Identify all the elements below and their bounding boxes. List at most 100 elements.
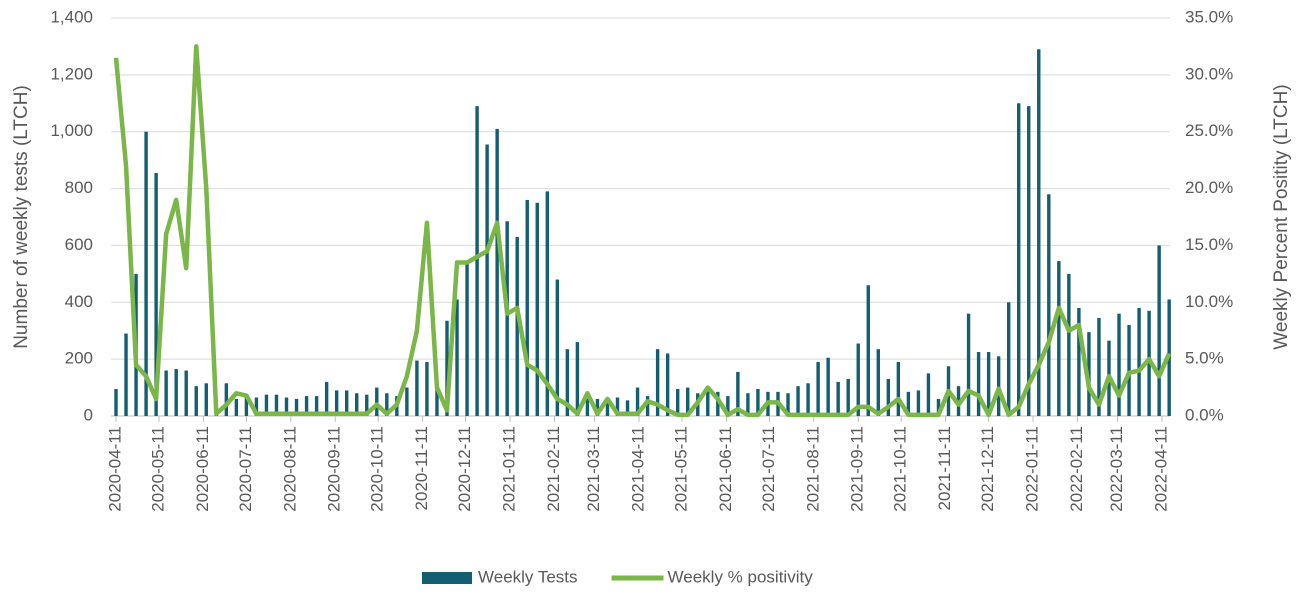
bar [274,394,279,416]
bar [224,383,229,416]
bar [916,390,921,416]
bar [816,361,820,416]
bar [836,381,840,416]
bar [1137,307,1141,416]
bar [144,131,148,416]
bar [535,202,539,416]
bar [635,387,640,416]
bar [645,396,650,416]
bar [204,383,208,416]
bar [856,343,860,416]
bar [1027,106,1031,416]
bar [866,285,870,416]
bar [114,388,118,416]
y2-tick-label: 15.0% [1185,235,1233,254]
y-tick-label: 400 [65,292,93,311]
x-tick-label: 2022-03-11 [1107,426,1126,512]
y2-tick-label: 30.0% [1185,64,1233,83]
bar [736,371,740,416]
bar [886,379,891,416]
y-tick-label: 800 [65,178,93,197]
x-tick-label: 2021-02-11 [544,426,563,512]
legend-label: Weekly % positivity [668,567,814,586]
bar [605,397,610,416]
bar [665,353,670,416]
bar [615,397,620,416]
bar [1047,194,1051,416]
x-tick-label: 2020-05-11 [148,426,167,512]
bar [545,191,549,416]
x-tick-label: 2020-08-11 [280,426,299,512]
y-tick-label: 0 [84,405,93,424]
bar [525,199,529,416]
bar [966,313,971,416]
bar [264,394,269,416]
bar [294,398,299,416]
x-tick-label: 2021-12-11 [978,426,997,512]
x-tick-label: 2020-04-11 [105,426,124,512]
bar [355,393,359,416]
bar [174,369,178,416]
bar [1037,49,1041,417]
bar [124,333,128,416]
y2-tick-label: 25.0% [1185,121,1233,140]
x-tick-label: 2021-07-11 [759,426,778,512]
x-tick-label: 2020-11-11 [412,426,431,510]
bar [906,391,911,416]
x-tick-label: 2020-09-11 [325,426,344,512]
bar [515,236,519,416]
bar [1117,313,1121,416]
bar [455,299,459,416]
x-tick-label: 2021-04-11 [628,426,647,512]
bar [1077,307,1081,416]
bar [726,396,730,416]
y2-tick-label: 10.0% [1185,292,1233,311]
bar [194,386,198,416]
bar [314,396,319,416]
bar [425,361,429,416]
x-tick-label: 2020-06-11 [193,426,212,512]
bar [485,144,489,416]
line [113,44,1172,418]
y2-axis-label: Weekly Percent Positity (LTCH) [1271,84,1292,349]
bar [505,221,509,416]
bar [575,342,580,416]
bar [284,397,289,416]
bar [1057,261,1061,416]
bar [786,393,790,416]
y-axis-label: Number of weekly tests (LTCH) [11,85,32,349]
bar [465,262,469,416]
bar [1157,245,1161,416]
bar [495,128,499,416]
x-tick-label: 2021-08-11 [803,426,822,512]
bar [796,386,800,416]
bar [385,393,389,416]
x-tick-label: 2021-01-11 [500,426,519,512]
bar [585,396,590,416]
bar [1097,317,1101,416]
y-tick-label: 1,200 [50,64,93,83]
legend-label: Weekly Tests [478,567,578,586]
bar [334,390,339,416]
bar [675,388,680,416]
bar [324,381,329,416]
bar [184,370,188,416]
y2-tick-label: 35.0% [1185,7,1233,26]
y-tick-label: 200 [65,349,93,368]
bar [746,393,750,416]
bar [826,357,830,416]
bar [936,398,941,416]
bar [375,387,379,416]
bar [344,390,349,416]
y2-tick-label: 0.0% [1185,405,1224,424]
bar [475,106,479,416]
x-tick-label: 2020-07-11 [236,426,255,512]
x-tick-label: 2021-10-11 [891,426,910,512]
y2-tick-label: 5.0% [1185,349,1224,368]
bar [244,396,249,416]
bar [415,360,419,416]
bar [164,370,168,416]
bar [806,383,810,416]
bar [876,349,880,416]
x-tick-label: 2022-04-11 [1151,426,1170,512]
